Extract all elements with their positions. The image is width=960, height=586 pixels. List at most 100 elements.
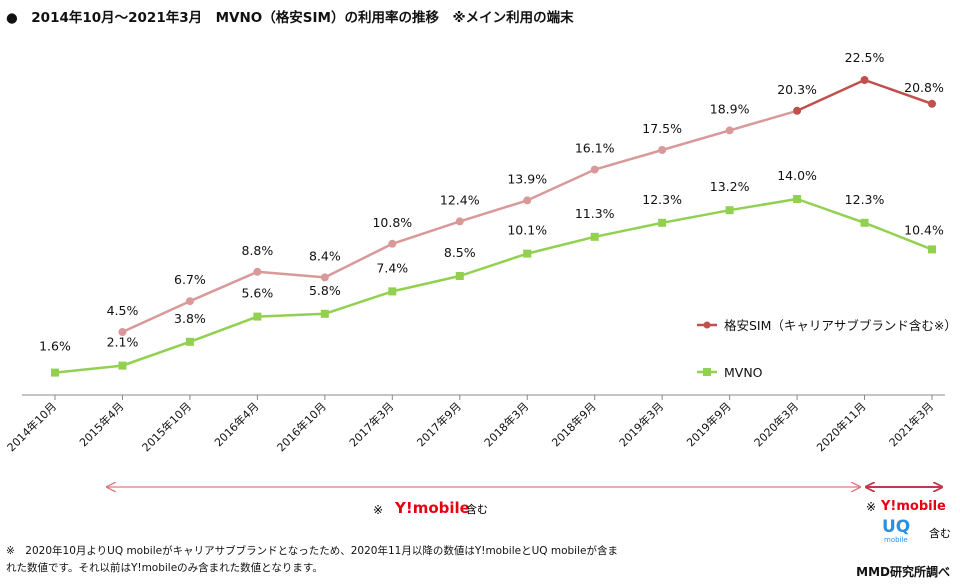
uq-logo: UQ — [882, 517, 910, 537]
x-tick-label: 2021年3月 — [886, 399, 936, 449]
sim-data-label: 17.5% — [642, 121, 682, 136]
mvno-point — [658, 218, 667, 227]
sim-data-label: 4.5% — [107, 303, 139, 318]
mvno-point — [388, 287, 397, 296]
mvno-line-segment — [863, 221, 934, 251]
mvno-data-label: 8.5% — [444, 245, 476, 260]
x-tick-label: 2015年10月 — [139, 399, 194, 454]
legend-marker-sim — [703, 321, 711, 329]
x-tick-label: 2014年10月 — [4, 399, 59, 454]
legend: 格安SIM（キャリアサブブランド含む※） MVNO — [697, 318, 957, 380]
sim-data-label: 8.4% — [309, 248, 341, 263]
legend-label-sim: 格安SIM（キャリアサブブランド含む※） — [724, 318, 957, 333]
chart-series — [51, 76, 936, 377]
mvno-line-segment — [53, 364, 124, 374]
mvno-line-segment — [256, 312, 327, 318]
sim-line-segment — [660, 129, 731, 152]
mvno-line-segment — [525, 235, 596, 255]
legend-label-mvno: MVNO — [724, 365, 763, 380]
mvno-data-label: 12.3% — [845, 192, 885, 207]
mvno-line-segment — [660, 208, 731, 225]
sim-point — [523, 196, 532, 205]
mvno-data-label: 13.2% — [710, 179, 750, 194]
mvno-data-label: 12.3% — [642, 192, 682, 207]
mvno-point — [860, 218, 869, 227]
sim-point — [860, 76, 869, 84]
mvno-point — [320, 309, 329, 318]
mvno-line-segment — [795, 197, 866, 225]
mvno-data-label: 5.6% — [242, 286, 274, 301]
mvno-point — [185, 337, 194, 346]
sim-point — [320, 273, 329, 282]
sim-point — [253, 267, 262, 276]
mvno-point — [51, 368, 59, 377]
sim-line-segment — [323, 242, 394, 279]
mvno-data-label: 10.4% — [904, 222, 944, 237]
range-note-mark: ※ — [373, 503, 383, 517]
sim-data-label: 12.4% — [440, 192, 480, 207]
sim-data-label: 22.5% — [845, 50, 885, 65]
mvno-line-segment — [391, 274, 462, 293]
x-tick-label: 2016年4月 — [211, 399, 261, 449]
sim-line-segment — [188, 270, 259, 303]
sim-line-segment — [256, 270, 327, 279]
sim-data-label: 20.8% — [904, 80, 944, 95]
x-tick-label: 2016年10月 — [274, 399, 329, 454]
mvno-point — [253, 312, 262, 321]
mvno-point — [523, 249, 532, 258]
sim-data-label: 18.9% — [710, 101, 750, 116]
sim-data-label: 20.3% — [777, 82, 817, 97]
mvno-line-segment — [458, 252, 529, 278]
sim-line-segment — [728, 109, 799, 132]
x-tick-label: 2019年3月 — [616, 399, 666, 449]
mvno-point — [455, 272, 464, 280]
mvno-data-label: 14.0% — [777, 168, 817, 183]
sim-point — [725, 126, 734, 135]
sim-point — [118, 328, 127, 336]
mvno-line-segment — [728, 197, 799, 212]
mvno-point — [118, 361, 127, 370]
x-tick-label: 2018年9月 — [549, 399, 599, 449]
data-labels: 4.5% 6.7% 8.8% 8.4% 10.8% 12.4% 13.9% 16.1% 17.5… — [39, 50, 944, 354]
range-note-mark-2: ※ — [866, 500, 876, 514]
sim-data-label: 6.7% — [174, 272, 206, 287]
chart-title: ● 2014年10月～2021年3月 MVNO（格安SIM）の利用率の推移 ※メ… — [6, 10, 574, 26]
mvno-line-segment — [323, 290, 394, 316]
sim-point — [590, 165, 599, 174]
mvno-line-segment — [121, 340, 192, 367]
mvno-data-label: 10.1% — [507, 223, 547, 238]
range-note-suffix-2: 含む — [929, 526, 951, 540]
sim-point — [185, 297, 194, 306]
sim-line-segment — [391, 220, 462, 246]
x-tick-label: 2017年9月 — [414, 399, 464, 449]
mvno-data-label: 7.4% — [376, 260, 408, 275]
mvno-data-label: 1.6% — [39, 339, 71, 354]
sim-data-label: 16.1% — [575, 141, 615, 156]
sim-point — [455, 217, 464, 226]
sim-line-segment — [121, 299, 192, 334]
sim-point — [793, 106, 802, 115]
sim-line-segment — [863, 78, 934, 106]
mvno-point — [793, 195, 802, 203]
mvno-data-label: 2.1% — [107, 335, 139, 350]
legend-item-sim: 格安SIM（キャリアサブブランド含む※） — [697, 318, 957, 333]
mvno-data-label: 5.8% — [309, 283, 341, 298]
x-tick-label: 2019年9月 — [684, 399, 734, 449]
x-tick-label: 2018年3月 — [481, 399, 531, 449]
mvno-point — [928, 245, 936, 254]
sim-data-label: 13.9% — [507, 171, 547, 186]
mvno-data-label: 11.3% — [575, 206, 615, 221]
legend-marker-mvno — [703, 368, 711, 376]
mvno-line-segment — [188, 315, 259, 344]
x-tick-label: 2020年11月 — [814, 399, 869, 454]
sim-line-segment — [525, 168, 596, 202]
sim-line-segment — [593, 148, 664, 171]
sim-point — [388, 239, 397, 248]
x-tick-label: 2015年4月 — [76, 399, 126, 449]
mvno-line-segment — [593, 221, 664, 239]
mvno-point — [725, 206, 734, 215]
sim-point — [928, 99, 936, 108]
sim-data-label: 8.8% — [242, 243, 274, 258]
ymobile-logo-2: Y!mobile — [880, 499, 946, 514]
